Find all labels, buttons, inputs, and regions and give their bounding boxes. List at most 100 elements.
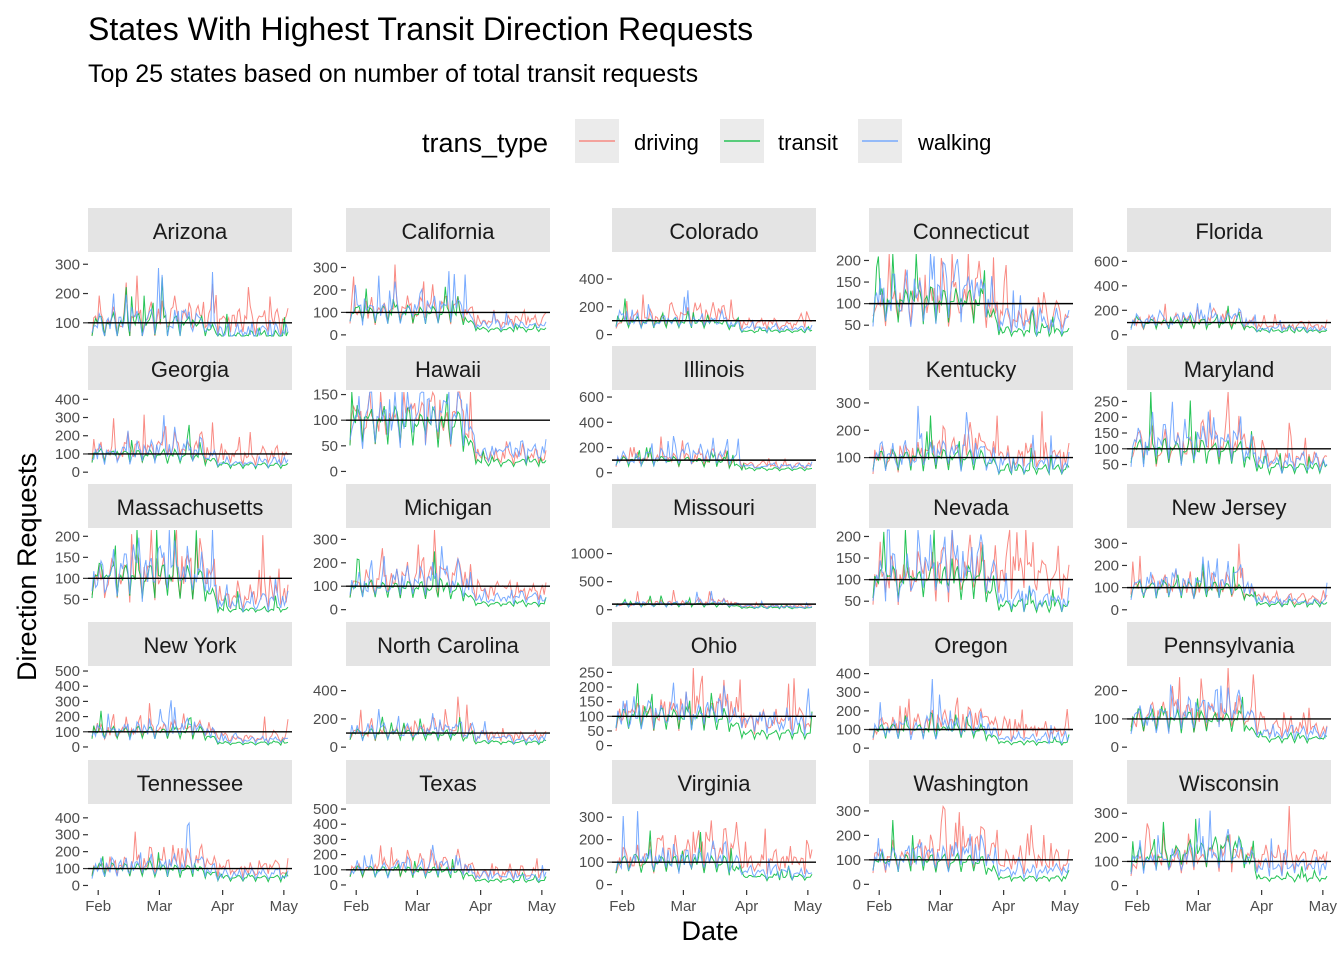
x-tick-label: Mar bbox=[670, 898, 696, 915]
facet-strip bbox=[869, 622, 1073, 666]
facet-strip bbox=[346, 208, 550, 252]
series-line-walking bbox=[872, 678, 1070, 745]
y-tick-label: 50 bbox=[587, 723, 604, 740]
series-line-transit bbox=[1130, 818, 1328, 883]
series-line-walking bbox=[615, 811, 813, 882]
series-line-walking bbox=[615, 435, 813, 471]
series-line-transit bbox=[615, 683, 813, 742]
y-tick-label: 400 bbox=[1094, 278, 1119, 295]
y-tick-label: 150 bbox=[55, 549, 80, 566]
y-tick-label: 500 bbox=[313, 801, 338, 818]
y-tick-label: 100 bbox=[313, 412, 338, 429]
y-tick-label: 0 bbox=[330, 463, 338, 480]
x-tick-label: Mar bbox=[1185, 898, 1211, 915]
y-tick-label: 100 bbox=[313, 862, 338, 879]
series-line-driving bbox=[349, 696, 547, 743]
y-tick-label: 1000 bbox=[571, 546, 604, 563]
facet-panel-arizona: Arizona 100 200 300 bbox=[55, 208, 292, 338]
y-tick-label: 200 bbox=[313, 555, 338, 572]
legend-label: walking bbox=[917, 130, 991, 155]
facet-strip bbox=[612, 760, 816, 804]
facet-panel-california: California 0 100 200 300 bbox=[313, 208, 550, 344]
y-tick-label: 300 bbox=[1094, 535, 1119, 552]
y-tick-label: 50 bbox=[844, 317, 861, 334]
y-tick-label: 400 bbox=[55, 678, 80, 695]
y-tick-label: 0 bbox=[330, 877, 338, 894]
facet-label: New Jersey bbox=[1172, 495, 1287, 520]
facet-panel-massachusetts: Massachusetts 50 100 150 200 bbox=[55, 484, 292, 614]
y-tick-label: 200 bbox=[836, 827, 861, 844]
y-tick-label: 200 bbox=[836, 422, 861, 439]
facet-label: Ohio bbox=[691, 633, 737, 658]
y-tick-label: 200 bbox=[313, 711, 338, 728]
series-line-transit bbox=[615, 447, 813, 472]
x-tick-label: Mar bbox=[404, 898, 430, 915]
facet-panel-michigan: Michigan 0 100 200 300 bbox=[313, 484, 550, 619]
series-line-walking bbox=[872, 405, 1070, 475]
y-tick-label: 300 bbox=[55, 256, 80, 273]
y-tick-label: 400 bbox=[55, 391, 80, 408]
facet-label: Florida bbox=[1195, 219, 1263, 244]
facet-label: Pennsylvania bbox=[1164, 633, 1296, 658]
y-tick-label: 400 bbox=[313, 816, 338, 833]
x-tick-label: Feb bbox=[85, 898, 111, 915]
y-tick-label: 100 bbox=[579, 708, 604, 725]
x-tick-label: Feb bbox=[1124, 898, 1150, 915]
facet-label: Virginia bbox=[678, 771, 752, 796]
y-tick-label: 200 bbox=[55, 844, 80, 861]
y-tick-label: 150 bbox=[836, 274, 861, 291]
series-line-walking bbox=[1130, 556, 1328, 608]
series-line-driving bbox=[615, 294, 812, 332]
y-tick-label: 100 bbox=[836, 722, 861, 739]
y-tick-label: 50 bbox=[1102, 457, 1119, 474]
y-tick-label: 300 bbox=[1094, 805, 1119, 822]
facet-strip bbox=[346, 346, 550, 390]
y-tick-label: 400 bbox=[836, 666, 861, 683]
y-tick-label: 100 bbox=[55, 315, 80, 332]
chart-subtitle: Top 25 states based on number of total t… bbox=[88, 60, 698, 88]
y-tick-label: 0 bbox=[72, 877, 80, 894]
series-line-walking bbox=[1130, 302, 1328, 334]
y-tick-label: 400 bbox=[579, 271, 604, 288]
facet-panel-wisconsin: Wisconsin 0 100 200 300 Feb Mar Apr May bbox=[1094, 760, 1338, 915]
series-line-transit bbox=[872, 819, 1070, 883]
facet-label: Connecticut bbox=[913, 219, 1029, 244]
y-tick-label: 0 bbox=[1111, 327, 1119, 344]
facet-strip bbox=[1127, 208, 1331, 252]
y-tick-label: 200 bbox=[579, 832, 604, 849]
series-line-walking bbox=[349, 709, 547, 745]
y-tick-label: 500 bbox=[55, 663, 80, 680]
series-line-walking bbox=[1130, 401, 1328, 474]
facet-label: Michigan bbox=[404, 495, 492, 520]
y-tick-label: 100 bbox=[836, 296, 861, 313]
y-tick-label: 300 bbox=[55, 410, 80, 427]
y-tick-label: 0 bbox=[596, 602, 604, 619]
facet-strip bbox=[346, 484, 550, 528]
facet-strip bbox=[1127, 484, 1331, 528]
facet-label: Texas bbox=[419, 771, 476, 796]
series-line-driving bbox=[1130, 391, 1328, 469]
y-tick-label: 100 bbox=[313, 578, 338, 595]
y-tick-label: 200 bbox=[55, 709, 80, 726]
y-tick-label: 0 bbox=[853, 740, 861, 757]
y-tick-label: 200 bbox=[1094, 302, 1119, 319]
y-tick-label: 100 bbox=[836, 852, 861, 869]
y-tick-label: 0 bbox=[72, 464, 80, 481]
y-tick-label: 300 bbox=[55, 693, 80, 710]
series-line-walking bbox=[1130, 810, 1328, 877]
y-tick-label: 100 bbox=[579, 854, 604, 871]
x-tick-label: Apr bbox=[735, 898, 758, 915]
facet-label: Massachusetts bbox=[117, 495, 264, 520]
series-line-walking bbox=[349, 271, 547, 332]
facet-panel-colorado: Colorado 0 200 400 bbox=[579, 208, 816, 344]
x-tick-label: Mar bbox=[927, 898, 953, 915]
y-tick-label: 50 bbox=[844, 593, 861, 610]
legend: trans_type driving transit walking bbox=[422, 119, 991, 163]
y-tick-label: 200 bbox=[55, 528, 80, 545]
y-tick-label: 200 bbox=[55, 286, 80, 303]
y-tick-label: 0 bbox=[330, 739, 338, 756]
